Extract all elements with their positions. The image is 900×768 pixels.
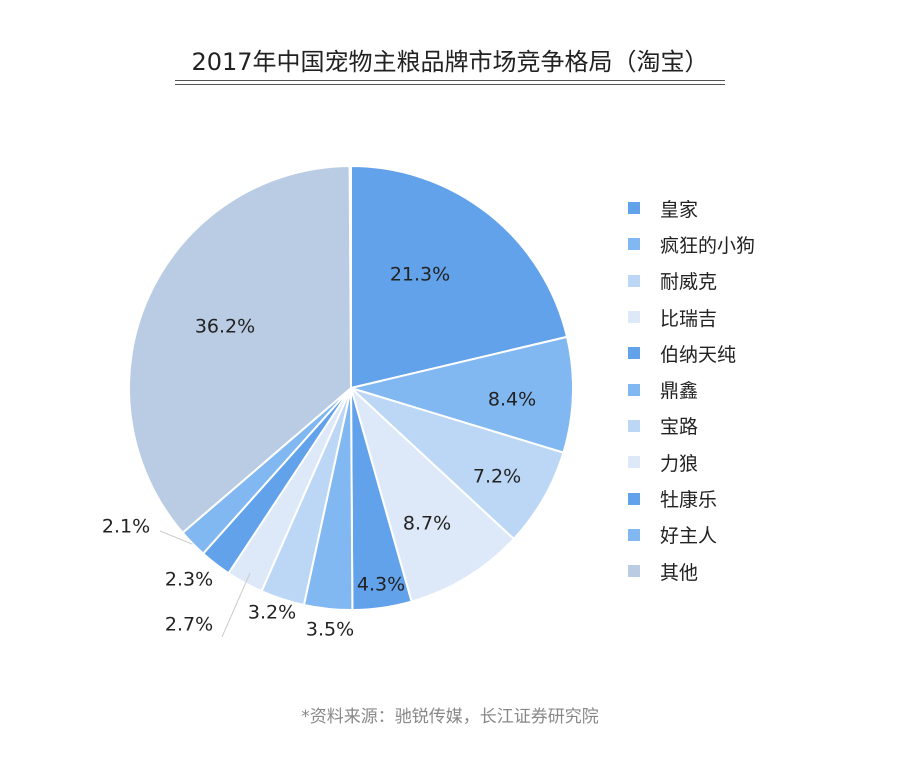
data-label-1: 8.4%: [488, 389, 536, 411]
legend-item-4: 伯纳天纯: [628, 335, 755, 371]
data-label-10: 36.2%: [195, 316, 255, 338]
title-underline: [175, 80, 725, 81]
legend-swatch: [628, 528, 640, 541]
legend-item-7: 力狼: [628, 444, 755, 480]
pie-slice-2: [350, 387, 565, 541]
legend-item-6: 宝路: [628, 408, 755, 444]
data-label-8: 2.3%: [165, 569, 213, 591]
legend-swatch: [628, 492, 640, 505]
legend-item-3: 比瑞吉: [628, 299, 755, 335]
legend-item-9: 好主人: [628, 517, 755, 553]
source-note: *资料来源：驰锐传媒，长江证券研究院: [301, 707, 599, 727]
legend-item-8: 牡康乐: [628, 480, 755, 516]
legend-label: 疯狂的小狗: [660, 234, 756, 257]
data-label-6: 3.2%: [248, 602, 296, 624]
data-label-2: 7.2%: [473, 466, 521, 488]
pie-slice-10: [128, 164, 353, 535]
data-label-9: 2.1%: [102, 516, 150, 538]
legend-label: 牡康乐: [660, 489, 718, 512]
legend-item-2: 耐威克: [628, 263, 755, 299]
legend-swatch: [628, 274, 640, 287]
legend-label: 力狼: [660, 452, 699, 475]
leader-line-0: [159, 530, 193, 545]
legend-swatch: [628, 238, 640, 251]
legend-swatch: [628, 456, 640, 469]
legend-label: 好主人: [660, 525, 718, 548]
pie-slice-0: [350, 164, 569, 390]
data-label-3: 8.7%: [403, 513, 451, 535]
legend-label: 其他: [660, 561, 699, 584]
legend-swatch: [628, 383, 640, 396]
data-label-5: 3.5%: [306, 619, 354, 641]
legend-swatch: [628, 202, 640, 215]
legend-item-1: 疯狂的小狗: [628, 226, 755, 262]
data-label-7: 2.7%: [165, 614, 213, 636]
legend-swatch: [628, 419, 640, 432]
legend-label: 皇家: [660, 198, 699, 221]
chart-title: 2017年中国宠物主粮品牌市场竞争格局（淘宝）: [191, 48, 709, 76]
legend-label: 耐威克: [660, 271, 718, 294]
legend-item-10: 其他: [628, 553, 755, 589]
data-label-4: 4.3%: [357, 574, 405, 596]
legend-label: 伯纳天纯: [660, 343, 737, 366]
title-underline-2: [175, 84, 725, 85]
legend-item-5: 鼎鑫: [628, 371, 755, 407]
legend-label: 鼎鑫: [660, 380, 699, 403]
legend-swatch: [628, 565, 640, 578]
legend-label: 宝路: [660, 416, 699, 439]
data-label-0: 21.3%: [390, 264, 450, 286]
legend-label: 比瑞吉: [660, 307, 718, 330]
legend-swatch: [628, 347, 640, 360]
legend-swatch: [628, 311, 640, 324]
leader-line-1: [221, 572, 251, 638]
legend: 皇家疯狂的小狗耐威克比瑞吉伯纳天纯鼎鑫宝路力狼牡康乐好主人其他: [628, 190, 755, 589]
pie-slice-1: [347, 335, 574, 454]
pie-slice-3: [349, 384, 516, 603]
legend-item-0: 皇家: [628, 190, 755, 226]
